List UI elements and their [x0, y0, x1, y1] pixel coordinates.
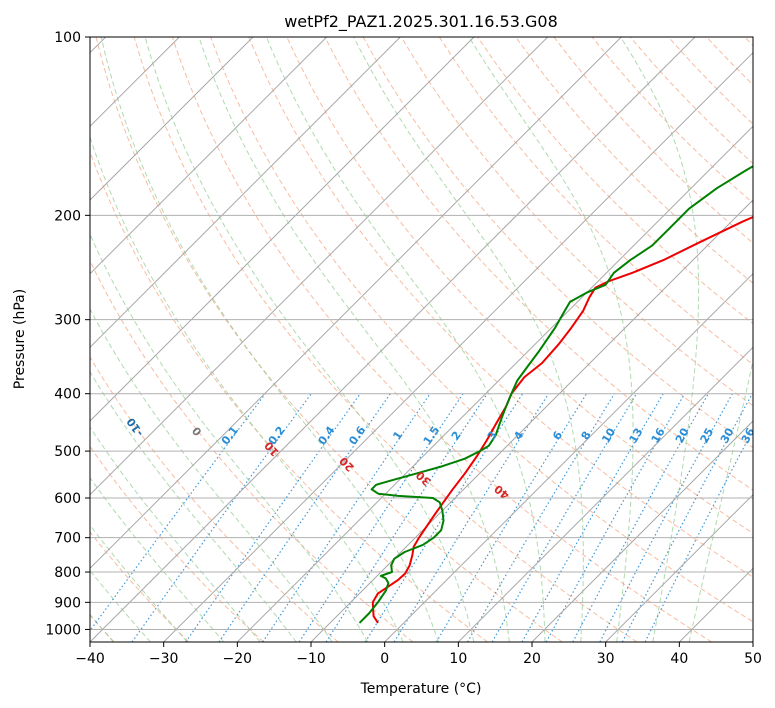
skewed-isotherms: [90, 37, 753, 642]
mixing-ratio-line: [435, 393, 588, 642]
dry-adiabat-line: [90, 150, 488, 642]
isotherm-line: [605, 493, 753, 642]
isotherm-line: [90, 37, 549, 496]
y-tick-label: 900: [54, 595, 81, 611]
isotherm-line: [310, 199, 753, 642]
moist-adiabat-line: [90, 135, 404, 642]
x-tick-label: −10: [296, 651, 326, 667]
moist-adiabat-line: [353, 37, 584, 642]
x-tick-label: 30: [597, 651, 615, 667]
x-tick-label: −40: [75, 651, 105, 667]
moist-adiabat-line: [620, 37, 700, 642]
x-tick-label: 0: [380, 651, 389, 667]
isotherm-line: [90, 37, 475, 422]
dry-adiabat-line: [248, 37, 753, 578]
isotherm-line: [457, 346, 753, 642]
moist-adiabat-line: [90, 476, 225, 642]
y-tick-label: 700: [54, 531, 81, 547]
temperature-curve: [371, 216, 753, 624]
moist-adiabat-line: [90, 233, 369, 642]
x-tick-label: 20: [523, 651, 541, 667]
y-axis-title: Pressure (hPa): [12, 289, 28, 389]
y-axis-ticks: 100 200 300 400 500 600 700 800 900 1000: [45, 30, 90, 638]
y-tick-label: 200: [54, 208, 81, 224]
moist-adiabat-line: [198, 37, 510, 642]
mixing-ratio-line: [393, 393, 550, 642]
mixing-ratio-line: [521, 393, 664, 642]
dry-adiabat-line: [400, 37, 753, 407]
dry-adiabat-line: [324, 37, 753, 491]
mixing-ratio-line: [466, 393, 615, 642]
pressure-gridlines: [90, 37, 753, 630]
mixing-ratio-line: [364, 393, 524, 642]
mixing-ratio-lines: [90, 393, 753, 642]
isotherm-line: [90, 37, 328, 275]
dry-adiabat-line: [210, 37, 753, 623]
isotherm-line: [531, 420, 753, 642]
mixing-ratio-label: 25: [698, 426, 717, 446]
moist-adiabat-line: [144, 37, 475, 642]
y-tick-label: 300: [54, 313, 81, 329]
mixing-ratio-line: [131, 393, 312, 642]
profile-curves: [358, 165, 753, 624]
dewpoint-curve: [358, 165, 753, 624]
dry-adiabat-line: [438, 37, 753, 366]
plot-area: -100-90-80-70-60-50-40-30-20-10010203040…: [90, 37, 753, 642]
x-tick-label: −20: [223, 651, 253, 667]
moist-adiabat-line: [100, 37, 439, 642]
moist-adiabat-line: [688, 358, 753, 642]
dry-adiabat-line: [90, 531, 190, 642]
isotherm-line: [90, 37, 254, 201]
dry-adiabat-line: [90, 356, 339, 642]
x-tick-label: 10: [449, 651, 467, 667]
y-tick-label: 800: [54, 565, 81, 581]
isotherm-line: [90, 37, 696, 642]
dry-adiabat-line: [133, 37, 638, 642]
y-tick-label: 400: [54, 387, 81, 403]
moist-adiabats: [90, 37, 753, 642]
dry-adiabat-line: [171, 37, 712, 642]
mixing-ratio-line: [298, 393, 464, 642]
y-tick-label: 100: [54, 30, 81, 46]
dry-adiabat-line: [95, 37, 563, 642]
mixing-ratio-line: [325, 393, 488, 642]
x-tick-label: 50: [744, 651, 762, 667]
mixing-ratio-line: [545, 393, 686, 642]
y-tick-label: 1000: [45, 622, 81, 638]
isotherm-line: [90, 37, 622, 570]
mixing-ratio-line: [491, 393, 638, 642]
y-tick-label: 500: [54, 444, 81, 460]
isotherm-line: [163, 51, 753, 642]
x-tick-label: −30: [149, 651, 179, 667]
mixing-ratio-line: [262, 393, 431, 642]
x-axis-title: Temperature (°C): [360, 681, 482, 697]
isotherm-line: [90, 37, 401, 349]
y-tick-label: 600: [54, 491, 81, 507]
x-tick-label: 40: [670, 651, 688, 667]
moist-adiabat-line: [266, 37, 546, 642]
moist-adiabat-line: [90, 308, 333, 642]
moist-adiabat-line: [90, 426, 261, 642]
chart-title: wetPf2_PAZ1.2025.301.16.53.G08: [284, 12, 558, 32]
isotherm-line: [236, 125, 753, 642]
isotherm-line: [384, 272, 753, 642]
plot-frame: [89, 36, 754, 643]
dry-adiabat-line: [515, 37, 753, 284]
dry-adiabat-line: [90, 445, 264, 642]
mixing-ratio-line: [572, 393, 709, 642]
x-axis-ticks: −40 −30 −20 −10 0 10 20 30 40 50: [75, 642, 762, 667]
mixing-ratio-line: [644, 428, 753, 642]
